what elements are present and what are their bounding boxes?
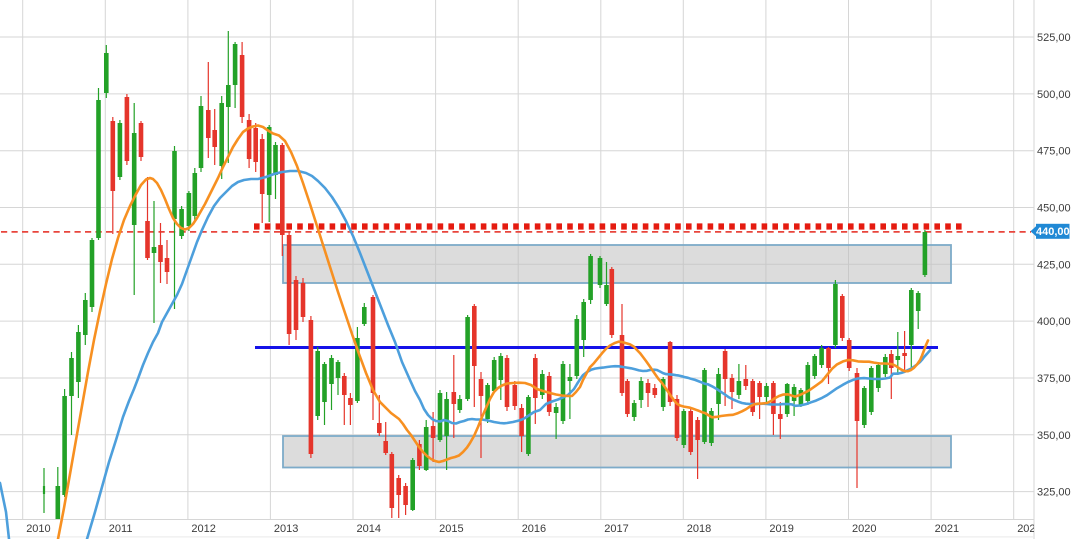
svg-text:440,00: 440,00 xyxy=(1036,226,1070,238)
svg-text:2017: 2017 xyxy=(604,523,628,535)
svg-text:2013: 2013 xyxy=(274,523,298,535)
svg-text:325,00: 325,00 xyxy=(1037,487,1071,499)
svg-text:2015: 2015 xyxy=(439,523,463,535)
svg-text:475,00: 475,00 xyxy=(1037,146,1071,158)
svg-text:2018: 2018 xyxy=(687,523,711,535)
svg-text:2020: 2020 xyxy=(852,523,876,535)
svg-text:2012: 2012 xyxy=(191,523,215,535)
svg-text:2016: 2016 xyxy=(522,523,546,535)
svg-text:500,00: 500,00 xyxy=(1037,89,1071,101)
svg-text:2022: 2022 xyxy=(1017,523,1041,535)
svg-text:2019: 2019 xyxy=(769,523,793,535)
svg-text:2010: 2010 xyxy=(26,523,50,535)
svg-text:400,00: 400,00 xyxy=(1037,316,1071,328)
svg-text:375,00: 375,00 xyxy=(1037,373,1071,385)
svg-text:525,00: 525,00 xyxy=(1037,32,1071,44)
svg-text:425,00: 425,00 xyxy=(1037,259,1071,271)
svg-text:450,00: 450,00 xyxy=(1037,203,1071,215)
svg-text:2014: 2014 xyxy=(357,523,381,535)
svg-text:350,00: 350,00 xyxy=(1037,430,1071,442)
svg-text:2011: 2011 xyxy=(109,523,133,535)
svg-text:2021: 2021 xyxy=(935,523,959,535)
